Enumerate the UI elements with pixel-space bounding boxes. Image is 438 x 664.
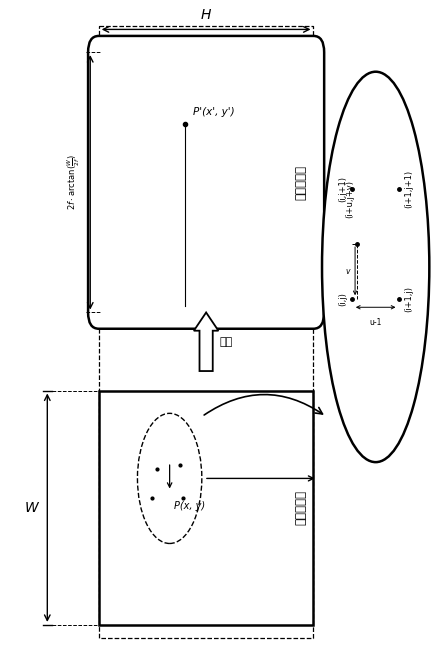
Text: 待投影图像: 待投影图像 (294, 490, 307, 525)
Text: $2f \cdot \arctan(\frac{W}{2f})$: $2f \cdot \arctan(\frac{W}{2f})$ (65, 155, 81, 210)
Text: 投影后图像: 投影后图像 (294, 165, 307, 200)
Text: (i,j): (i,j) (338, 293, 347, 306)
Text: (i+u,j+v): (i+u,j+v) (345, 180, 354, 218)
Text: P'(x', y'): P'(x', y') (193, 108, 235, 118)
Text: (i,j+1): (i,j+1) (338, 176, 347, 202)
Text: P(x, y): P(x, y) (174, 501, 205, 511)
Bar (99, 390, 314, 625)
Text: H: H (201, 7, 211, 22)
Text: u-1: u-1 (370, 317, 382, 327)
Ellipse shape (322, 72, 429, 462)
Text: v: v (345, 268, 350, 276)
FancyBboxPatch shape (88, 36, 324, 329)
Text: W: W (25, 501, 39, 515)
Ellipse shape (138, 413, 202, 543)
Text: 投影: 投影 (219, 337, 232, 347)
FancyArrow shape (194, 313, 219, 371)
Text: (i+1,j): (i+1,j) (404, 286, 413, 313)
Text: (i+1,j+1): (i+1,j+1) (404, 170, 413, 208)
